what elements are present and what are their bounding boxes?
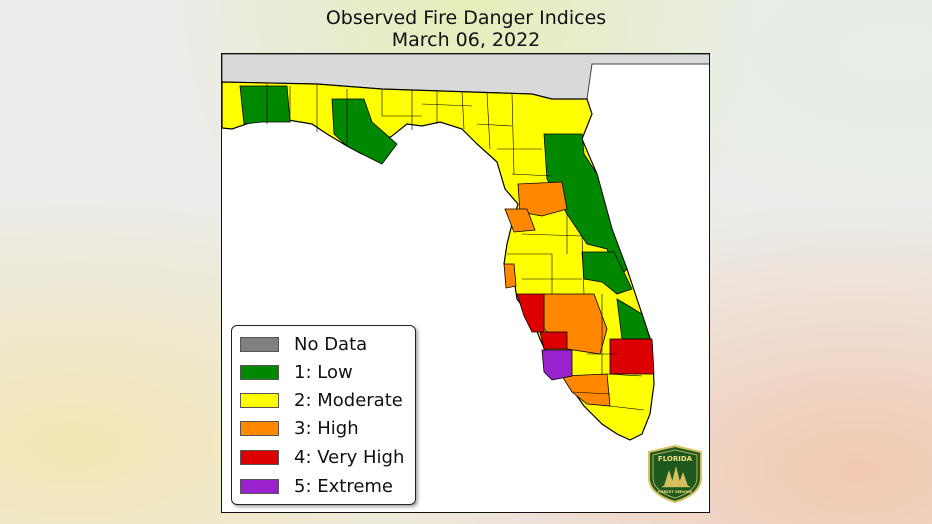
zone-very-high-west-coast [516,293,545,333]
zone-extreme-collier [541,349,573,381]
zone-very-high-palm-beach [609,338,655,375]
zone-high-north-central [517,181,568,217]
legend-item-no-data: No Data [240,331,367,357]
legend-label-low: 1: Low [294,361,353,383]
legend-label-extreme: 5: Extreme [294,475,394,497]
map-title: Observed Fire Danger Indices [325,7,607,29]
legend-item-extreme: 5: Extreme [240,473,393,499]
logo-line1: FLORIDA [658,455,693,463]
zone-low-panhandle-west [239,85,291,125]
legend-item-low: 1: Low [240,359,353,385]
legend-label-high: 3: High [294,417,359,439]
map-subtitle: March 06, 2022 [391,29,541,51]
legend-swatch-high [240,420,279,436]
county-lines [266,84,645,411]
zone-high-tampa [503,263,517,289]
legend-swatch-low [240,364,279,380]
zone-low-panhandle-central [331,98,398,165]
legend-label-very-high: 4: Very High [294,446,405,468]
legend-swatch-extreme [240,478,279,494]
zone-very-high-lee [539,331,568,350]
legend-item-moderate: 2: Moderate [240,387,403,413]
legend-swatch-moderate [240,392,279,408]
legend-item-high: 3: High [240,415,359,441]
legend-label-moderate: 2: Moderate [294,389,403,411]
legend-swatch-no-data [240,336,279,352]
map-canvas [222,54,709,441]
logo-line2: FOREST SERVICE [658,490,693,494]
florida-forest-service-logo: FLORIDA FOREST SERVICE [648,444,702,504]
zone-high-southwest [561,373,611,407]
zone-high-west-coast [504,208,536,233]
legend-swatch-very-high [240,449,279,465]
zone-low-central-east [581,251,633,295]
map-legend: No Data 1: Low 2: Moderate 3: High 4: Ve… [231,325,416,505]
legend-label-no-data: No Data [294,333,368,355]
legend-item-very-high: 4: Very High [240,444,404,470]
